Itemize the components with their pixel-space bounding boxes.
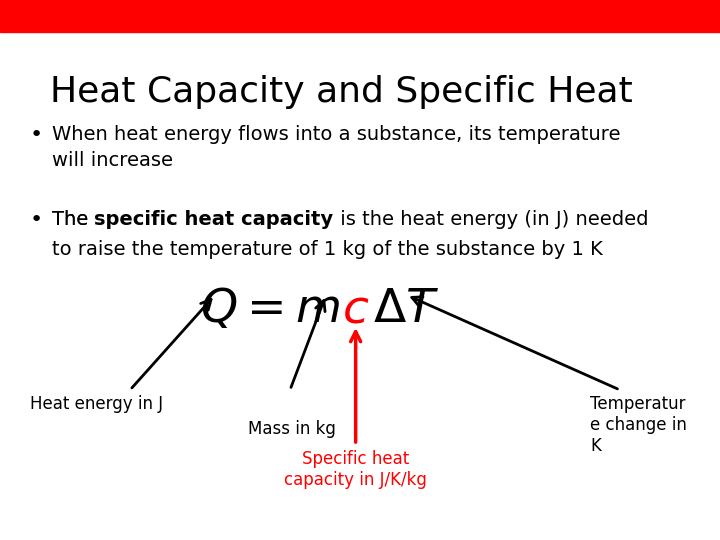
Text: is the heat energy (in J) needed: is the heat energy (in J) needed: [333, 210, 648, 229]
Text: Mass in kg: Mass in kg: [248, 420, 336, 438]
Text: Heat energy in J: Heat energy in J: [30, 395, 163, 413]
Text: Heat Capacity and Specific Heat: Heat Capacity and Specific Heat: [50, 75, 633, 109]
Text: to raise the temperature of 1 kg of the substance by 1 K: to raise the temperature of 1 kg of the …: [52, 240, 603, 259]
Bar: [0, 0, 720, 32]
Text: The: The: [52, 210, 94, 229]
Text: The: The: [52, 210, 94, 229]
Text: $Q = m$: $Q = m$: [200, 287, 340, 333]
Text: •: •: [30, 210, 43, 230]
Text: $\Delta T$: $\Delta T$: [373, 287, 440, 333]
Text: •: •: [30, 125, 43, 145]
Text: $c$: $c$: [342, 287, 369, 333]
Text: specific heat capacity: specific heat capacity: [94, 210, 333, 229]
Text: Temperatur
e change in
K: Temperatur e change in K: [590, 395, 687, 455]
Text: When heat energy flows into a substance, its temperature
will increase: When heat energy flows into a substance,…: [52, 125, 621, 171]
Text: Specific heat
capacity in J/K/kg: Specific heat capacity in J/K/kg: [284, 450, 427, 489]
